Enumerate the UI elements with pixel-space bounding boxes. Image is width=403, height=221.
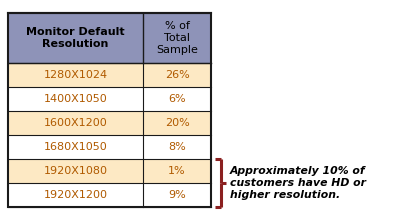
Bar — [8, 87, 143, 111]
Bar — [8, 183, 143, 207]
Bar — [143, 87, 211, 111]
Text: 8%: 8% — [168, 142, 186, 152]
Text: 1%: 1% — [168, 166, 186, 176]
Text: Monitor Default
Resolution: Monitor Default Resolution — [26, 27, 125, 49]
Bar — [8, 135, 143, 159]
Text: 9%: 9% — [168, 190, 186, 200]
Bar — [143, 183, 211, 207]
Text: 1680X1050: 1680X1050 — [44, 142, 107, 152]
Text: 1280X1024: 1280X1024 — [44, 70, 108, 80]
Text: 20%: 20% — [164, 118, 189, 128]
Text: 26%: 26% — [164, 70, 189, 80]
Bar — [143, 159, 211, 183]
Text: 1920X1080: 1920X1080 — [44, 166, 108, 176]
Bar — [143, 111, 211, 135]
Bar — [8, 63, 143, 87]
Text: Approximately 10% of
customers have HD or
higher resolution.: Approximately 10% of customers have HD o… — [230, 166, 366, 200]
Bar — [8, 13, 211, 207]
Bar — [143, 135, 211, 159]
Bar — [143, 63, 211, 87]
Text: 1600X1200: 1600X1200 — [44, 118, 107, 128]
Bar — [8, 111, 143, 135]
Bar — [8, 159, 143, 183]
Text: 1400X1050: 1400X1050 — [44, 94, 107, 104]
Text: 6%: 6% — [168, 94, 186, 104]
Bar — [8, 13, 211, 63]
Text: 1920X1200: 1920X1200 — [44, 190, 108, 200]
Text: % of
Total
Sample: % of Total Sample — [156, 21, 198, 55]
